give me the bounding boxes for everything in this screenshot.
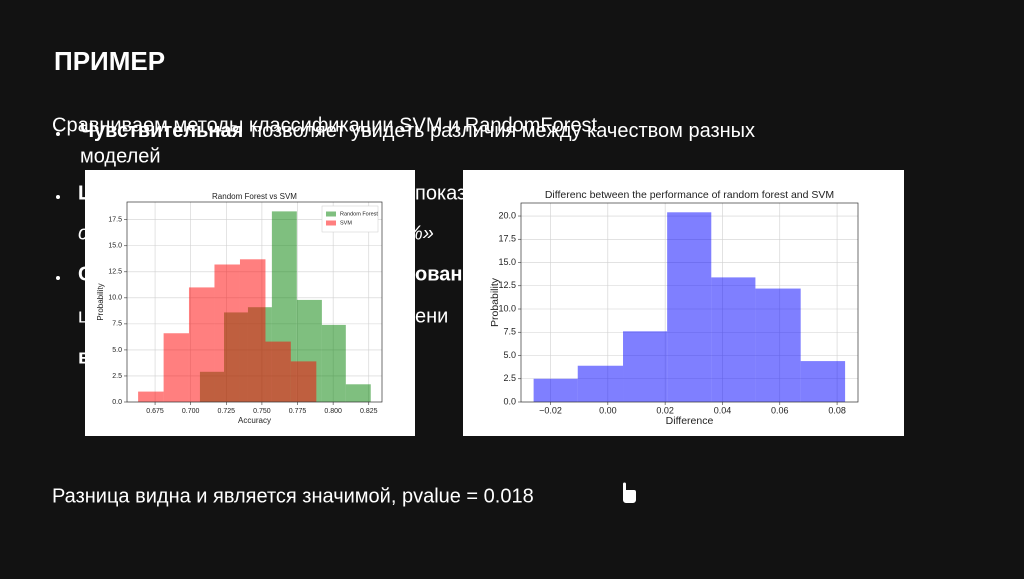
charts: 0.0 2.5 5.0 7.5 10.0 12.5 15.0 17.5 0.675 0.700 0.… [96,189,859,427]
x-tick-label: 0.00 [599,405,617,415]
x-tick-label: 0.750 [253,408,271,415]
bullet-dot [56,276,60,280]
slide-title: ПРИМЕР [54,46,165,76]
x-tick-label: 0.825 [360,408,378,415]
fragment: с [78,222,88,244]
x-tick-label: 0.02 [656,405,674,415]
bar [577,365,624,402]
x-tick-label: 0.725 [218,408,236,415]
y-tick-label: 5.0 [112,347,122,354]
y-tick-label: 5.0 [503,350,516,360]
bar [755,288,801,402]
legend-swatch [326,211,336,217]
bar [533,378,578,402]
bar [290,361,317,402]
y-tick-label: 0.0 [112,399,122,406]
x-tick-label: 0.06 [771,405,789,415]
plot-frame [520,202,859,403]
y-tick-label: 12.5 [498,280,516,290]
x-tick-label: 0.800 [324,408,342,415]
fragment: показ [415,182,466,204]
y-tick-label: 20.0 [498,210,516,220]
bar [239,259,266,402]
y-tick-label: 2.5 [112,373,122,380]
bar [265,341,291,402]
bar [214,264,240,402]
y-tick-label: 7.5 [503,327,516,337]
y-tick-label: 10.0 [108,295,122,302]
bar [188,287,215,402]
bullet-line: моделей [80,145,161,167]
x-tick-label: −0.02 [539,405,562,415]
y-tick-label: 7.5 [112,321,122,328]
bullet-dot [56,195,60,199]
y-tick-label: 2.5 [503,373,516,383]
y-axis-label: Probability [489,277,501,327]
bullet-bold: Чувствительная [80,120,243,142]
chart-title: Differenc between the performance of ran… [545,189,834,201]
x-tick-label: 0.675 [146,408,164,415]
legend-label: SVM [340,220,352,226]
hand-icon [623,482,636,503]
y-axis-label: Probability [96,283,105,320]
x-axis-label: Difference [666,415,714,427]
conclusion: Разница видна и является значимой, pvalu… [52,485,534,507]
bar [800,361,846,402]
y-tick-label: 15.0 [498,257,516,267]
y-tick-label: 15.0 [108,243,122,250]
plot-frame [126,201,383,403]
y-tick-label: 12.5 [108,269,122,276]
y-tick-label: 17.5 [498,234,516,244]
legend-label: Random Forest [340,211,378,217]
bar [711,277,756,402]
x-tick-label: 0.775 [289,408,307,415]
bullet-line: позволяет увидеть различия между качеств… [251,120,755,142]
bar [667,212,712,402]
fragment: ован [415,263,462,285]
bar [138,391,164,402]
fragment: ц [78,305,89,327]
legend-box [321,205,379,233]
bar [623,331,668,402]
x-tick-label: 0.08 [828,405,846,415]
bar [163,333,189,402]
intro-text: Сравниваем методы классификации SVM и Ra… [52,114,597,136]
chart-title: Random Forest vs SVM [212,192,297,201]
bullet-dot [56,132,60,136]
y-tick-label: 10.0 [498,303,516,313]
fragment: ени [415,305,448,327]
y-tick-label: 17.5 [108,217,122,224]
x-tick-label: 0.700 [182,408,200,415]
y-tick-label: 0.0 [503,396,516,406]
bar [321,324,346,402]
bullet-text: Чувствительная позволяет увидеть различия… [80,120,755,142]
legend-swatch [326,220,336,226]
x-tick-label: 0.04 [714,405,732,415]
bar [345,384,371,402]
x-axis-label: Accuracy [238,416,271,425]
